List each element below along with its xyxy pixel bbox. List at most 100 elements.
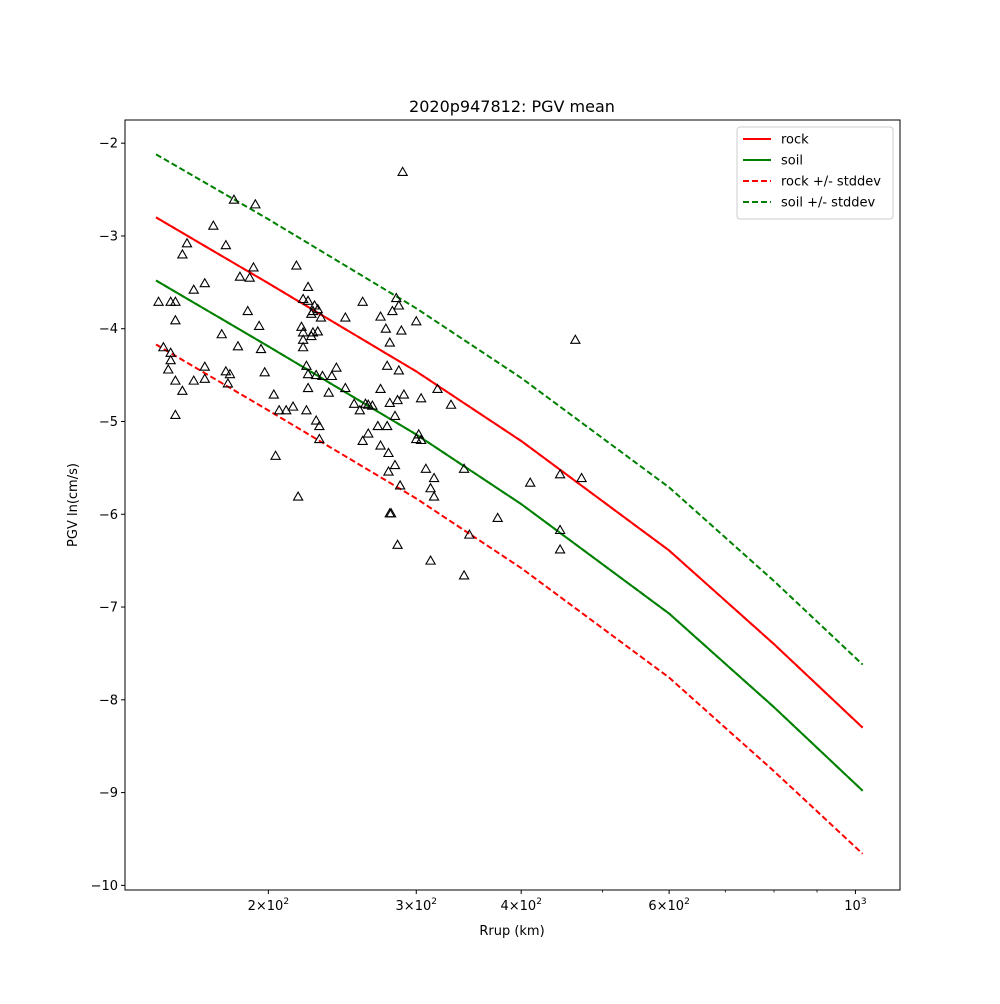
series-line-3 [155, 343, 864, 855]
data-point [199, 373, 211, 383]
data-point [425, 482, 437, 493]
plot-area-frame [124, 119, 901, 891]
data-point [382, 447, 395, 458]
data-point [374, 310, 387, 321]
x-tick-label: 4×102 [500, 897, 541, 914]
data-point [313, 420, 325, 431]
data-point [259, 366, 271, 377]
observation-markers [152, 166, 588, 580]
data-point [292, 490, 304, 501]
y-tick-label: −10 [91, 879, 118, 894]
data-point [302, 382, 314, 393]
data-point [395, 324, 407, 335]
data-point [382, 465, 395, 476]
data-point [425, 554, 437, 565]
data-point [326, 370, 338, 381]
data-point [458, 463, 470, 473]
data-point [398, 388, 410, 399]
data-point [569, 334, 581, 344]
x-tick-label: 6×102 [648, 897, 689, 914]
data-point [232, 340, 244, 351]
data-point [310, 414, 322, 425]
data-point [524, 477, 536, 487]
data-point [199, 277, 211, 288]
data-point [431, 383, 444, 394]
data-point [169, 296, 181, 306]
data-point [339, 382, 351, 393]
data-point [576, 472, 588, 483]
legend-label: rock [781, 133, 809, 148]
data-point [207, 220, 219, 230]
data-point [244, 272, 256, 282]
data-point [384, 397, 396, 407]
data-point [181, 237, 193, 248]
data-point [242, 305, 254, 316]
data-point [389, 459, 401, 470]
data-point [366, 400, 378, 410]
data-point [458, 569, 470, 580]
data-point [169, 374, 181, 385]
data-point [220, 239, 232, 250]
data-point [297, 293, 309, 304]
data-point [300, 360, 312, 370]
data-point [410, 315, 422, 326]
x-tick-label: 3×102 [396, 897, 437, 914]
y-tick-label: −4 [99, 322, 118, 337]
data-point [380, 323, 392, 333]
data-point [554, 524, 566, 535]
data-point [554, 543, 566, 554]
data-point [463, 528, 475, 539]
legend: rock soil rock +/- stddev soil +/- stddev [736, 126, 894, 220]
data-point [394, 479, 406, 490]
x-axis: 2×102 3×102 4×102 6×102 103 [248, 890, 867, 914]
y-axis-label: PGV ln(cm/s) [66, 463, 81, 547]
y-tick-label: −9 [99, 786, 118, 801]
legend-label: soil +/- stddev [781, 196, 876, 211]
data-point [287, 400, 299, 411]
data-point [249, 198, 261, 209]
y-axis: −2 −3 −4 −5 −6 −7 −8 −9 −10 [91, 137, 125, 894]
data-point [157, 341, 169, 352]
data-point [392, 539, 404, 549]
legend-box [736, 126, 894, 220]
data-point [413, 428, 425, 439]
data-point [362, 427, 374, 438]
data-point [393, 364, 405, 375]
data-point [297, 341, 309, 352]
data-point [381, 360, 393, 370]
data-point [339, 311, 351, 322]
data-point [389, 410, 401, 420]
data-point [428, 490, 440, 501]
data-point [312, 303, 324, 314]
data-point [357, 435, 369, 445]
data-point [385, 507, 397, 518]
data-point [410, 433, 422, 444]
y-tick-label: −3 [99, 229, 118, 244]
chart-title: 2020p947812: PGV mean [409, 97, 615, 116]
data-point [169, 409, 181, 420]
data-point [268, 388, 280, 399]
data-point [415, 392, 427, 403]
data-point [169, 314, 181, 325]
data-point [316, 370, 329, 381]
data-point [165, 354, 177, 365]
data-point [273, 404, 285, 415]
data-point [290, 259, 302, 270]
data-point [234, 271, 246, 281]
data-point [216, 328, 228, 339]
legend-label: rock +/- stddev [781, 175, 881, 190]
x-tick-label: 2×102 [248, 897, 289, 914]
data-point [445, 399, 457, 409]
data-point [374, 383, 387, 394]
data-point [310, 369, 322, 380]
data-point [253, 320, 265, 330]
data-point [348, 398, 360, 408]
data-point [224, 368, 236, 379]
data-point [176, 385, 188, 395]
data-point [302, 295, 314, 305]
data-point [393, 299, 405, 310]
data-point [397, 166, 409, 176]
data-point [255, 343, 267, 354]
